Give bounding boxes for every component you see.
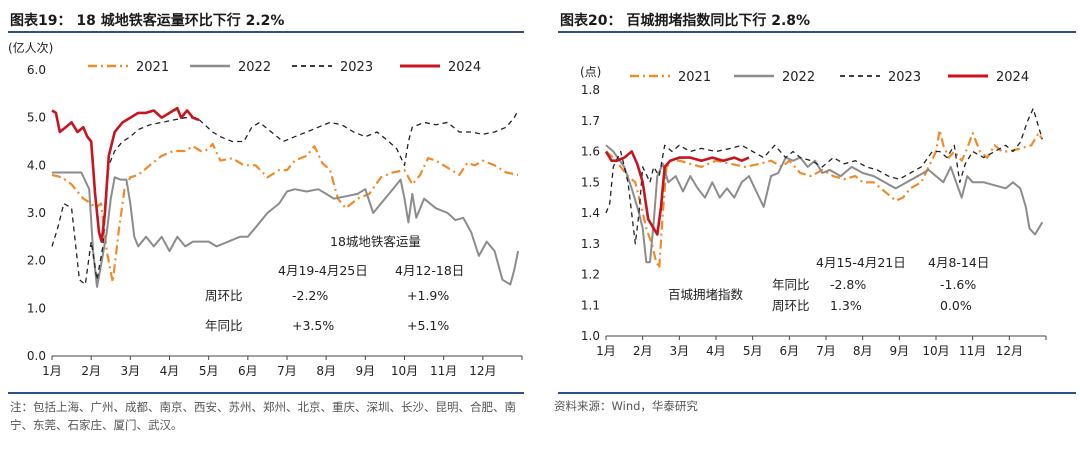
y-tick-label: 1.1 xyxy=(581,298,600,312)
legend-label-2021: 2021 xyxy=(136,60,169,75)
annotation-row-label: 年同比 xyxy=(205,318,243,333)
x-tick-label: 2月 xyxy=(81,364,101,378)
y-tick-label: 4.0 xyxy=(27,158,46,172)
x-tick-label: 12月 xyxy=(996,344,1023,358)
x-tick-label: 2月 xyxy=(633,344,653,358)
x-tick-label: 6月 xyxy=(238,364,258,378)
x-tick-label: 4月 xyxy=(706,344,726,358)
left-bottom-rule xyxy=(8,392,524,394)
right-bottom-rule xyxy=(558,392,1076,394)
annotation-col2: 4月12-18日 xyxy=(395,263,464,278)
annotation-row-label: 周环比 xyxy=(205,288,243,303)
annotation-row-value2: -1.6% xyxy=(940,277,976,292)
series-line-2021 xyxy=(51,142,519,284)
left-top-rule xyxy=(8,31,524,33)
legend-label-2022: 2022 xyxy=(238,60,271,75)
y-axis-label: (亿人次) xyxy=(8,40,53,55)
y-tick-label: 1.6 xyxy=(581,145,600,159)
legend-label-2024: 2024 xyxy=(448,60,481,75)
annotation-col1: 4月15-4月21日 xyxy=(816,255,906,270)
x-tick-label: 9月 xyxy=(356,364,376,378)
y-tick-label: 1.3 xyxy=(581,237,600,251)
annotation-row-value1: 1.3% xyxy=(830,298,862,313)
x-tick-label: 12月 xyxy=(469,364,496,378)
right-panel: 图表20： 百城拥堵指数同比下行 2.8% (点) 1.0 1.1 1.2 1.3 1.4… xyxy=(550,0,1080,462)
right-title: 图表20： 百城拥堵指数同比下行 2.8% xyxy=(560,13,811,29)
left-note: 注：包括上海、广州、成都、南京、西安、苏州、郑州、北京、重庆、深圳、长沙、昆明、… xyxy=(10,400,516,432)
annotation-row-label: 年同比 xyxy=(772,277,810,292)
y-tick-label: 1.8 xyxy=(581,83,600,97)
annotation-row-value1: -2.8% xyxy=(830,277,866,292)
annotation-row-label: 周环比 xyxy=(772,298,810,313)
x-tick-label: 11月 xyxy=(959,344,986,358)
y-tick-label: 1.2 xyxy=(581,268,600,282)
legend-label-2021: 2021 xyxy=(678,70,711,85)
legend-label-2022: 2022 xyxy=(782,70,815,85)
x-tick-label: 7月 xyxy=(816,344,836,358)
series-line-2023 xyxy=(605,107,1043,245)
y-axis-label: (点) xyxy=(580,65,601,79)
x-tick-label: 11月 xyxy=(430,364,457,378)
x-tick-label: 5月 xyxy=(199,364,219,378)
series-line-2024 xyxy=(51,106,200,243)
annotation-col2: 4月8-14日 xyxy=(928,255,989,270)
right-chart: (点) 1.0 1.1 1.2 1.3 1.4 1.5 1.6 1.7 1.8 1月 2月 3月 4月 5月… xyxy=(580,65,1047,358)
annotation-title: 18城地铁客运量 xyxy=(330,234,421,249)
y-tick-label: 6.0 xyxy=(27,63,46,77)
y-tick-label: 5.0 xyxy=(27,111,46,125)
y-tick-label: 1.7 xyxy=(581,114,600,128)
series-line-2022 xyxy=(605,144,1044,264)
annotation-row-value1: -2.2% xyxy=(292,288,328,303)
annotation-title: 百城拥堵指数 xyxy=(668,287,744,302)
left-panel: 图表19： 18 城地铁客运量环比下行 2.2% (亿人次) 0.0 1.0 2.0 3… xyxy=(0,0,528,462)
annotation-row-value2: +1.9% xyxy=(407,288,449,303)
x-tick-label: 3月 xyxy=(670,344,690,358)
y-tick-label: 3.0 xyxy=(27,206,46,220)
y-tick-label: 2.0 xyxy=(27,254,46,268)
series-line-2024 xyxy=(604,150,750,236)
y-tick-label: 1.0 xyxy=(581,329,600,343)
annotation-row-value2: +5.1% xyxy=(407,318,449,333)
x-tick-label: 8月 xyxy=(316,364,336,378)
series-line-2022 xyxy=(52,171,520,288)
y-tick-label: 1.5 xyxy=(581,175,600,189)
y-tick-label: 1.4 xyxy=(581,206,600,220)
x-tick-label: 3月 xyxy=(121,364,141,378)
x-tick-label: 5月 xyxy=(743,344,763,358)
series-line-2023 xyxy=(51,110,519,286)
series-line-2021 xyxy=(605,128,1044,270)
x-tick-label: 10月 xyxy=(922,344,949,358)
legend-label-2024: 2024 xyxy=(996,70,1029,85)
x-tick-label: 6月 xyxy=(780,344,800,358)
x-tick-label: 7月 xyxy=(277,364,297,378)
x-tick-label: 8月 xyxy=(853,344,873,358)
x-tick-label: 10月 xyxy=(391,364,418,378)
annotation-row-value2: 0.0% xyxy=(940,298,972,313)
right-top-rule xyxy=(558,31,1076,33)
x-tick-label: 1月 xyxy=(596,344,616,358)
annotation-col1: 4月19-4月25日 xyxy=(278,263,368,278)
right-source: 资料来源：Wind，华泰研究 xyxy=(554,399,698,413)
x-tick-label: 1月 xyxy=(42,364,62,378)
x-tick-label: 9月 xyxy=(890,344,910,358)
left-title: 图表19： 18 城地铁客运量环比下行 2.2% xyxy=(10,13,285,29)
left-chart: (亿人次) 0.0 1.0 2.0 3.0 4.0 5.0 6.0 1月 2月 3月 4月 5月 6月 7月… xyxy=(8,40,523,378)
y-tick-label: 1.0 xyxy=(27,301,46,315)
legend-label-2023: 2023 xyxy=(888,70,921,85)
x-tick-label: 4月 xyxy=(160,364,180,378)
y-tick-label: 0.0 xyxy=(27,349,46,363)
legend-label-2023: 2023 xyxy=(340,60,373,75)
annotation-row-value1: +3.5% xyxy=(292,318,334,333)
